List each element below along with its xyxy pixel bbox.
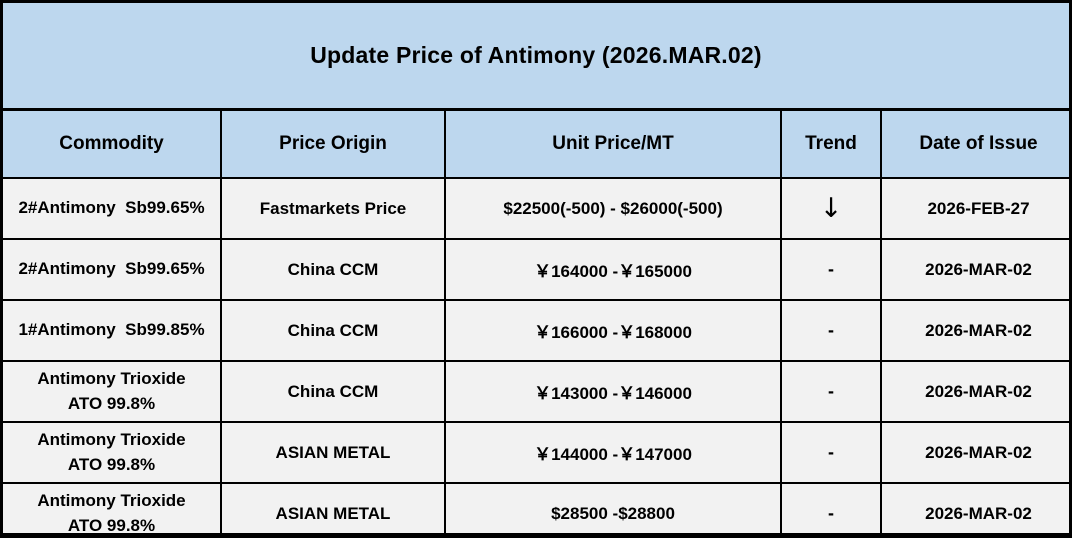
date-of-issue-cell: 2026-MAR-02	[880, 299, 1069, 362]
page-title: Update Price of Antimony (2026.MAR.02)	[3, 3, 1069, 111]
trend-cell: -	[780, 421, 882, 484]
header-row: Commodity Price Origin Unit Price/MT Tre…	[3, 111, 1069, 179]
table-row: Antimony Trioxide ATO 99.8% ASIAN METAL …	[3, 482, 1069, 533]
table-row: 2#Antimony Sb99.65% China CCM ￥164000 -￥…	[3, 238, 1069, 301]
table-row: 2#Antimony Sb99.65% Fastmarkets Price $2…	[3, 177, 1069, 240]
date-of-issue-cell: 2026-MAR-02	[880, 360, 1069, 423]
commodity-cell: Antimony Trioxide ATO 99.8%	[3, 421, 222, 484]
trend-cell: -	[780, 482, 882, 533]
price-origin-cell: ASIAN METAL	[220, 421, 446, 484]
price-origin-cell: ASIAN METAL	[220, 482, 446, 533]
col-header-commodity: Commodity	[3, 111, 222, 179]
date-of-issue-cell: 2026-MAR-02	[880, 482, 1069, 533]
trend-down-arrow-icon: ↓	[780, 177, 882, 240]
price-origin-cell: China CCM	[220, 299, 446, 362]
commodity-cell: Antimony Trioxide ATO 99.8%	[3, 482, 222, 533]
price-origin-cell: China CCM	[220, 360, 446, 423]
col-header-trend: Trend	[780, 111, 882, 179]
trend-cell: -	[780, 238, 882, 301]
trend-cell: -	[780, 299, 882, 362]
commodity-cell: 2#Antimony Sb99.65%	[3, 177, 222, 240]
unit-price-cell: $22500(-500) - $26000(-500)	[444, 177, 782, 240]
table-row: Antimony Trioxide ATO 99.8% ASIAN METAL …	[3, 421, 1069, 484]
col-header-unit-price: Unit Price/MT	[444, 111, 782, 179]
col-header-date-of-issue: Date of Issue	[880, 111, 1069, 179]
col-header-price-origin: Price Origin	[220, 111, 446, 179]
price-origin-cell: Fastmarkets Price	[220, 177, 446, 240]
date-of-issue-cell: 2026-MAR-02	[880, 421, 1069, 484]
antimony-price-table: Commodity Price Origin Unit Price/MT Tre…	[3, 111, 1069, 533]
table-row: Antimony Trioxide ATO 99.8% China CCM ￥1…	[3, 360, 1069, 423]
commodity-cell: 1#Antimony Sb99.85%	[3, 299, 222, 362]
table-row: 1#Antimony Sb99.85% China CCM ￥166000 -￥…	[3, 299, 1069, 362]
unit-price-cell: $28500 -$28800	[444, 482, 782, 533]
unit-price-cell: ￥144000 -￥147000	[444, 421, 782, 484]
price-origin-cell: China CCM	[220, 238, 446, 301]
unit-price-cell: ￥164000 -￥165000	[444, 238, 782, 301]
date-of-issue-cell: 2026-MAR-02	[880, 238, 1069, 301]
unit-price-cell: ￥166000 -￥168000	[444, 299, 782, 362]
unit-price-cell: ￥143000 -￥146000	[444, 360, 782, 423]
trend-cell: -	[780, 360, 882, 423]
commodity-cell: 2#Antimony Sb99.65%	[3, 238, 222, 301]
date-of-issue-cell: 2026-FEB-27	[880, 177, 1069, 240]
commodity-cell: Antimony Trioxide ATO 99.8%	[3, 360, 222, 423]
